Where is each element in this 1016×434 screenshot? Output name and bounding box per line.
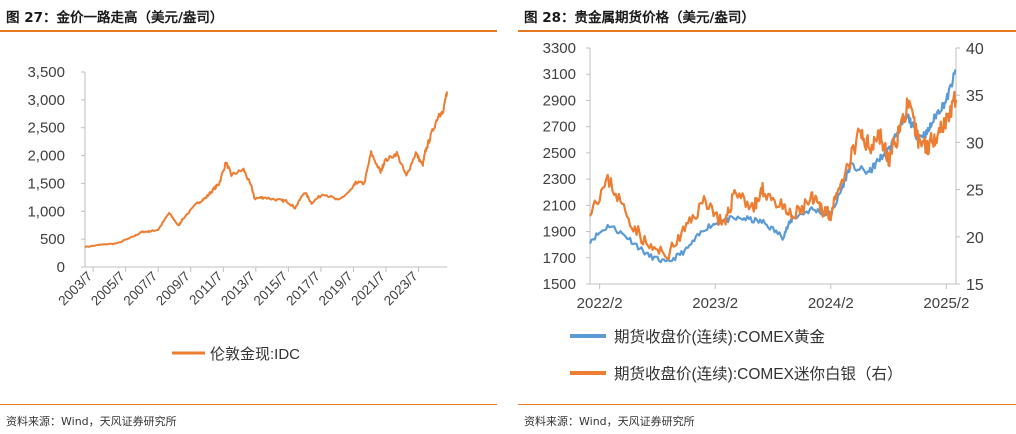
figure-28: 图 28：贵金属期货价格（美元/盎司） 1500 1700 1900 2100 2300… <box>518 0 1016 434</box>
title-divider <box>0 30 497 32</box>
y-left-tick-label: 3300 <box>543 40 576 57</box>
y-left-tick-label: 2500 <box>543 145 576 162</box>
y-left-tick-label: 2100 <box>543 197 576 214</box>
y-right-tick-label: 40 <box>966 41 984 58</box>
x-tick-label: 2023/7 <box>381 269 421 309</box>
series-line-comex-gold <box>588 69 957 264</box>
source-note: 资料来源：Wind，天风证券研究所 <box>6 415 177 428</box>
y-tick-label: 2,000 <box>27 148 65 165</box>
series-line-comex-mini-silver <box>589 90 958 260</box>
x-tick-label: 2009/7 <box>153 269 193 309</box>
y-tick-label: 0 <box>57 259 65 276</box>
x-tick-label: 2017/7 <box>283 269 323 309</box>
y-left-tick-label: 1500 <box>543 276 576 293</box>
y-right-tick-label: 25 <box>966 183 984 200</box>
y-tick-label: 3,000 <box>27 92 65 109</box>
series-line-gold-spot <box>84 91 448 249</box>
y-right-tick-label: 30 <box>966 135 984 152</box>
gold-price-chart: 05001,0001,5002,0002,5003,0003,5002003/7… <box>27 64 448 363</box>
figure-title: 图 27：金价一路走高（美元/盎司） <box>6 10 224 26</box>
y-tick-label: 1,500 <box>27 175 65 192</box>
y-tick-label: 500 <box>40 231 65 248</box>
legend-label-silver: 期货收盘价(连续):COMEX迷你白银（右） <box>614 364 902 383</box>
title-divider <box>518 30 1016 32</box>
y-tick-label: 2,500 <box>27 120 65 137</box>
y-left-tick-label: 2900 <box>543 92 576 109</box>
figure-title: 图 28：贵金属期货价格（美元/盎司） <box>524 10 755 26</box>
x-tick-label: 2005/7 <box>88 269 128 309</box>
x-tick-label: 2025/2 <box>923 295 969 312</box>
x-tick-label: 2013/7 <box>218 269 258 309</box>
y-tick-label: 1,000 <box>27 203 65 220</box>
x-tick-label: 2015/7 <box>251 269 291 309</box>
precious-metal-futures-chart: 1500 1700 1900 2100 2300 2500 2700 2900 3100 3300… <box>543 40 984 383</box>
y-tick-label: 3,500 <box>27 64 65 81</box>
y-right-tick-label: 15 <box>966 277 984 294</box>
y-left-tick-label: 2300 <box>543 171 576 188</box>
y-left-tick-label: 1900 <box>543 224 576 241</box>
x-tick-label: 2023/2 <box>692 295 738 312</box>
legend-label: 伦敦金现:IDC <box>210 346 300 363</box>
x-tick-label: 2022/2 <box>577 295 623 312</box>
y-left-tick-label: 1700 <box>543 250 576 267</box>
x-tick-label: 2007/7 <box>121 269 161 309</box>
source-divider <box>0 404 497 405</box>
y-left-tick-label: 2700 <box>543 119 576 136</box>
x-tick-label: 2011/7 <box>186 269 225 308</box>
legend-label-gold: 期货收盘价(连续):COMEX黄金 <box>614 327 825 346</box>
y-left-tick-label: 3100 <box>543 66 576 83</box>
y-right-tick-label: 35 <box>966 88 984 105</box>
x-tick-label: 2024/2 <box>808 295 854 312</box>
x-tick-label: 2019/7 <box>316 269 356 309</box>
source-divider <box>518 404 1016 405</box>
figure-27: 图 27：金价一路走高（美元/盎司） 0 500 1,000 1,500 2,000 2,… <box>0 0 497 434</box>
source-note: 资料来源：Wind，天风证券研究所 <box>524 415 695 428</box>
x-tick-label: 2021/7 <box>348 269 388 309</box>
y-right-tick-label: 20 <box>966 230 984 247</box>
